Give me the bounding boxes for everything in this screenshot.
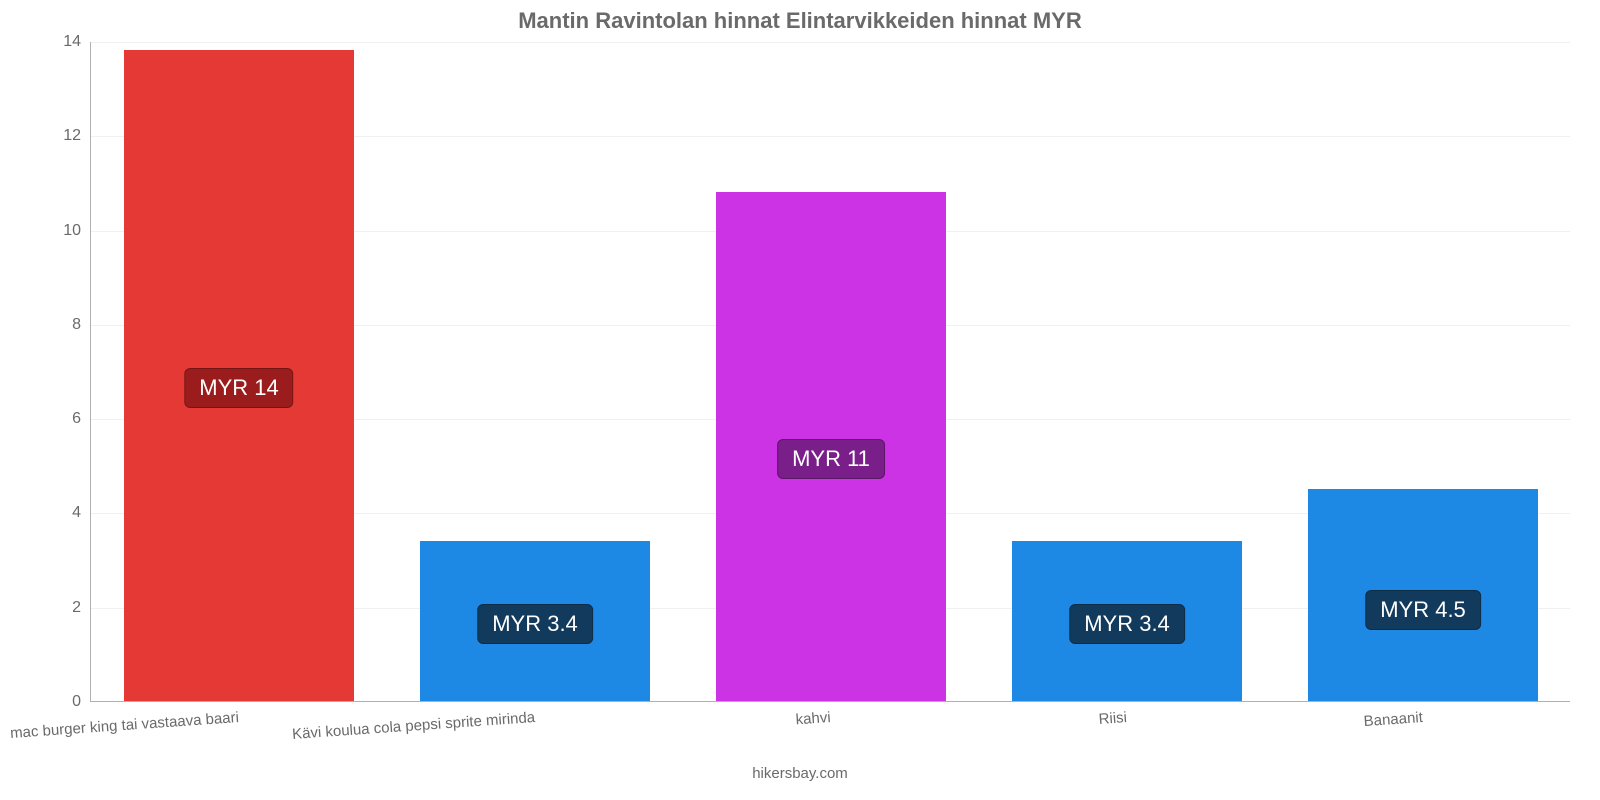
bar-value-label: MYR 4.5: [1365, 590, 1481, 630]
ytick-label: 2: [72, 599, 81, 617]
xtick-label: Riisi: [1098, 709, 1127, 728]
ytick-label: 8: [72, 316, 81, 334]
ytick-label: 6: [72, 410, 81, 428]
ytick-label: 12: [63, 127, 81, 145]
xtick-label: mac burger king tai vastaava baari: [9, 709, 239, 742]
xtick-label: Kävi koulua cola pepsi sprite mirinda: [291, 709, 535, 743]
gridline: [91, 42, 1570, 43]
bar-value-label: MYR 3.4: [1069, 604, 1185, 644]
xtick-label: Banaanit: [1363, 709, 1423, 730]
plot-area: 02468101214MYR 14mac burger king tai vas…: [90, 42, 1570, 702]
ytick-label: 4: [72, 504, 81, 522]
bar-value-label: MYR 3.4: [477, 604, 593, 644]
ytick-label: 10: [63, 222, 81, 240]
ytick-label: 14: [63, 33, 81, 51]
bar-value-label: MYR 14: [184, 368, 293, 408]
chart-title: Mantin Ravintolan hinnat Elintarvikkeide…: [0, 0, 1600, 34]
xtick-label: kahvi: [795, 709, 831, 728]
credit-text: hikersbay.com: [752, 765, 848, 782]
ytick-label: 0: [72, 693, 81, 711]
bar-value-label: MYR 11: [777, 439, 885, 479]
